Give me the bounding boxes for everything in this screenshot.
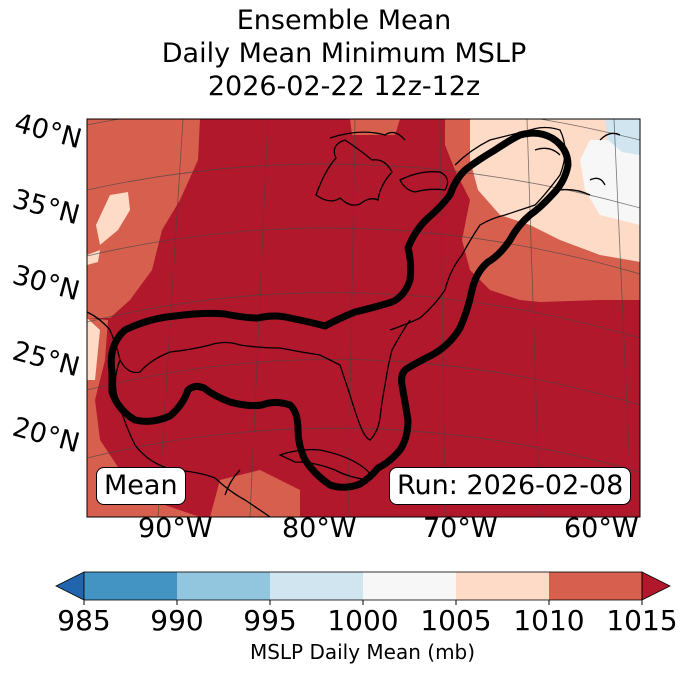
mean-contour [107,129,572,491]
field-1005-patch [96,192,130,245]
field-1010-south [210,470,300,517]
graticule [87,119,640,517]
colorbar-under-arrow [55,571,85,601]
colorbar-bin-1005 [456,572,549,600]
lon-label-80: 80°W [282,513,357,544]
field-995-corner [605,119,640,155]
title-line-1: Ensemble Mean [236,5,452,36]
map-frame [86,118,641,518]
field-1010-west [87,119,200,318]
field-1005-west [87,318,100,380]
colorbar-tick-1000: 1000 [327,604,399,637]
mean-label-box: Mean [96,467,186,505]
colorbar-bin-985 [84,572,177,600]
colorbar-bin-1010 [549,572,642,600]
lon-label-60: 60°W [564,513,639,544]
lon-label-70: 70°W [423,513,498,544]
lon-label-90: 90°W [138,513,213,544]
field-1010-north [350,119,400,135]
colorbar-bin-995 [270,572,363,600]
colorbar-tick-995: 995 [243,604,297,637]
colorbar-over-arrow [641,571,671,601]
title-line-2: Daily Mean Minimum MSLP [161,38,527,69]
colorbar [55,571,671,605]
colorbar-tick-1005: 1005 [420,604,492,637]
run-date-box: Run: 2026-02-08 [389,467,632,505]
colorbar-ticks [83,600,643,605]
colorbar-bin-990 [177,572,270,600]
colorbar-tick-985: 985 [57,604,111,637]
colorbar-bin-1000 [363,572,456,600]
colorbar-tick-1015: 1015 [606,604,678,637]
colorbar-label: MSLP Daily Mean (mb) [249,640,476,664]
colorbar-tick-990: 990 [150,604,204,637]
colorbar-tick-1010: 1010 [513,604,585,637]
title-line-3: 2026-02-22 12z-12z [207,71,481,102]
